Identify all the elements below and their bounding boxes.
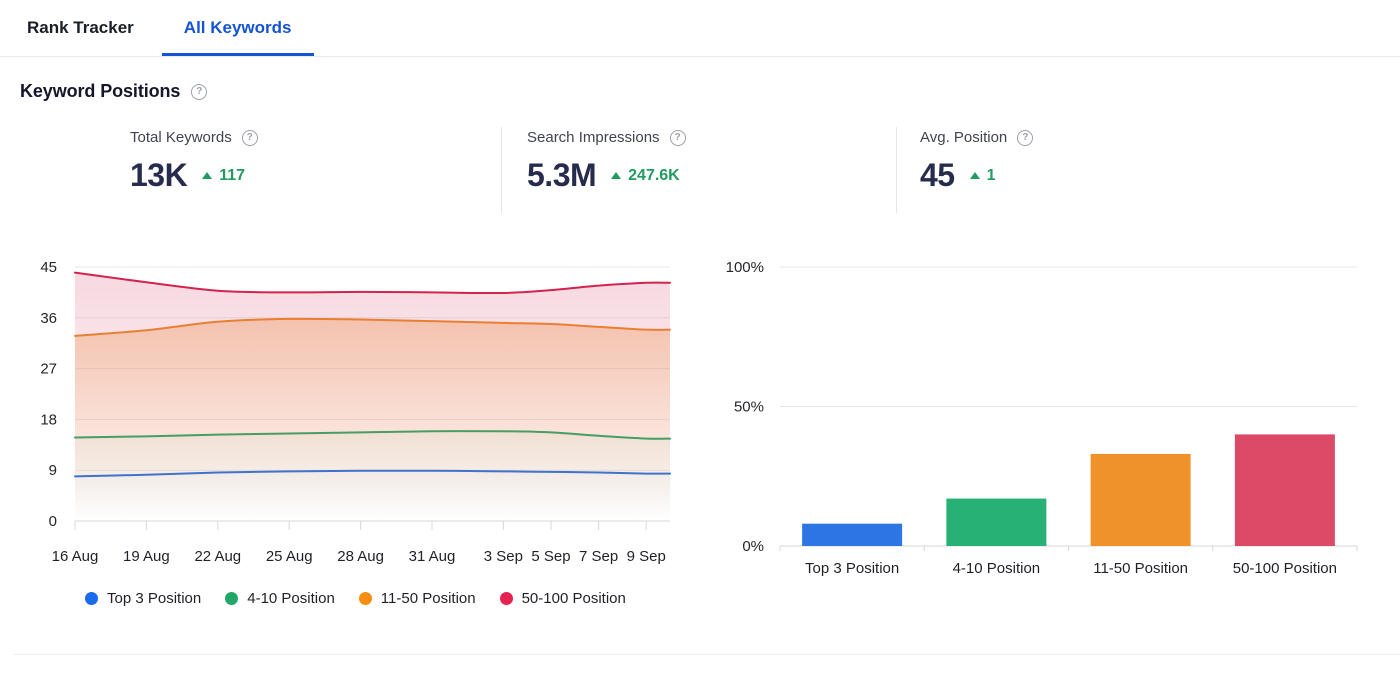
stat-label: Avg. Position [920, 129, 1008, 146]
x-axis-tick-label: 16 Aug [52, 548, 99, 565]
y-axis-tick-label: 27 [40, 361, 57, 378]
stat-delta: 117 [202, 167, 245, 185]
section-divider [14, 654, 1400, 655]
bar-11-50-position[interactable] [1090, 453, 1191, 546]
stat-label: Total Keywords [130, 129, 232, 146]
stats-row: Total Keywords ? 13K 117 Search Impressi… [130, 127, 1400, 213]
stat-delta: 1 [969, 166, 996, 185]
arrow-up-icon [969, 172, 980, 179]
chart-legend: Top 3 Position 4-10 Position 11-50 Positio… [85, 590, 626, 607]
section-heading: Keyword Positions ? [20, 81, 208, 102]
x-axis-tick-label: 4-10 Position [953, 560, 1041, 577]
bar-50-100-position[interactable] [1234, 434, 1335, 546]
page-title: Keyword Positions [20, 81, 181, 101]
x-axis-tick-label: 5 Sep [531, 548, 570, 565]
bar-top-3-position[interactable] [802, 523, 903, 546]
help-icon[interactable]: ? [669, 129, 686, 146]
stat-total-keywords: Total Keywords ? 13K 117 [130, 127, 502, 213]
legend-label: 4-10 Position [247, 590, 335, 607]
y-axis-tick-label: 100% [726, 259, 764, 276]
tab-all-keywords[interactable]: All Keywords [162, 0, 314, 56]
help-icon[interactable]: ? [1017, 129, 1034, 146]
stat-value-row: 13K 117 [130, 157, 501, 194]
x-axis-tick-label: 25 Aug [266, 548, 313, 565]
stat-label-row: Avg. Position ? [920, 129, 1034, 146]
series-line-4[interactable] [74, 271, 671, 295]
arrow-up-icon [202, 172, 213, 179]
y-axis-tick-label: 45 [40, 259, 57, 276]
legend-item-top-3-position[interactable]: Top 3 Position [85, 590, 201, 607]
x-axis-tick-label: 28 Aug [337, 548, 384, 565]
stat-value: 45 [920, 157, 955, 193]
x-axis-tick-label: 31 Aug [409, 548, 456, 565]
x-axis-tick-label: 50-100 Position [1233, 560, 1337, 577]
stat-label-row: Search Impressions ? [527, 129, 896, 146]
stat-delta-value: 117 [219, 166, 246, 184]
stat-label: Search Impressions [527, 129, 660, 146]
legend-dot-icon [85, 592, 98, 605]
legend-label: 50-100 Position [521, 590, 626, 607]
legend-dot-icon [358, 592, 372, 605]
legend-dot-icon [225, 592, 239, 605]
help-icon[interactable]: ? [191, 83, 208, 100]
bar-4-10-position[interactable] [946, 498, 1047, 546]
arrow-up-icon [611, 172, 622, 179]
y-axis-tick-label: 50% [734, 399, 764, 416]
stat-value: 13K [130, 157, 188, 193]
tab-bar: Rank Tracker All Keywords [0, 0, 1400, 57]
x-axis-tick-label: 22 Aug [194, 548, 241, 565]
legend-item-11-50-position[interactable]: 11-50 Position [358, 590, 476, 607]
x-axis-tick-label: 11-50 Position [1093, 560, 1188, 577]
stat-label-row: Total Keywords ? [130, 129, 501, 146]
legend-label: 11-50 Position [380, 590, 476, 607]
y-axis-tick-label: 18 [40, 411, 57, 428]
y-axis-tick-label: 0 [49, 513, 57, 530]
positions-area-chart[interactable]: 0 9 18 27 36 45 16 Aug 19 Aug 22 Aug 25 Aug 28 Aug… [0, 243, 700, 578]
x-axis-tick-label: 9 Sep [627, 548, 666, 565]
stat-avg-position: Avg. Position ? 45 1 [897, 127, 1034, 213]
tab-rank-tracker[interactable]: Rank Tracker [27, 18, 134, 37]
legend-dot-icon [499, 592, 513, 605]
x-axis-tick-label: Top 3 Position [805, 560, 899, 577]
stat-value-row: 45 1 [920, 157, 1033, 194]
stat-search-impressions: Search Impressions ? 5.3M 247.6K [502, 127, 897, 213]
stat-delta-value: 247.6K [628, 166, 680, 184]
legend-item-4-10-position[interactable]: 4-10 Position [225, 590, 335, 607]
legend-label: Top 3 Position [107, 590, 202, 607]
y-axis-tick-label: 9 [49, 462, 57, 479]
stat-delta: 247.6K [611, 167, 680, 185]
x-axis-tick-label: 7 Sep [579, 548, 618, 565]
x-axis-tick-label: 3 Sep [484, 548, 523, 565]
legend-item-50-100-position[interactable]: 50-100 Position [499, 590, 626, 607]
y-axis-tick-label: 36 [40, 310, 57, 327]
stat-value-row: 5.3M 247.6K [527, 157, 896, 194]
series-area-4 [75, 272, 670, 521]
stat-delta-value: 1 [986, 166, 996, 184]
positions-bar-chart[interactable]: 0% 50% 100% Top 3 Position 4-10 Position 11-5… [720, 243, 1380, 588]
y-axis-tick-label: 0% [742, 538, 764, 555]
x-axis-tick-label: 19 Aug [123, 548, 170, 565]
help-icon[interactable]: ? [241, 129, 258, 146]
stat-value: 5.3M [527, 157, 597, 193]
